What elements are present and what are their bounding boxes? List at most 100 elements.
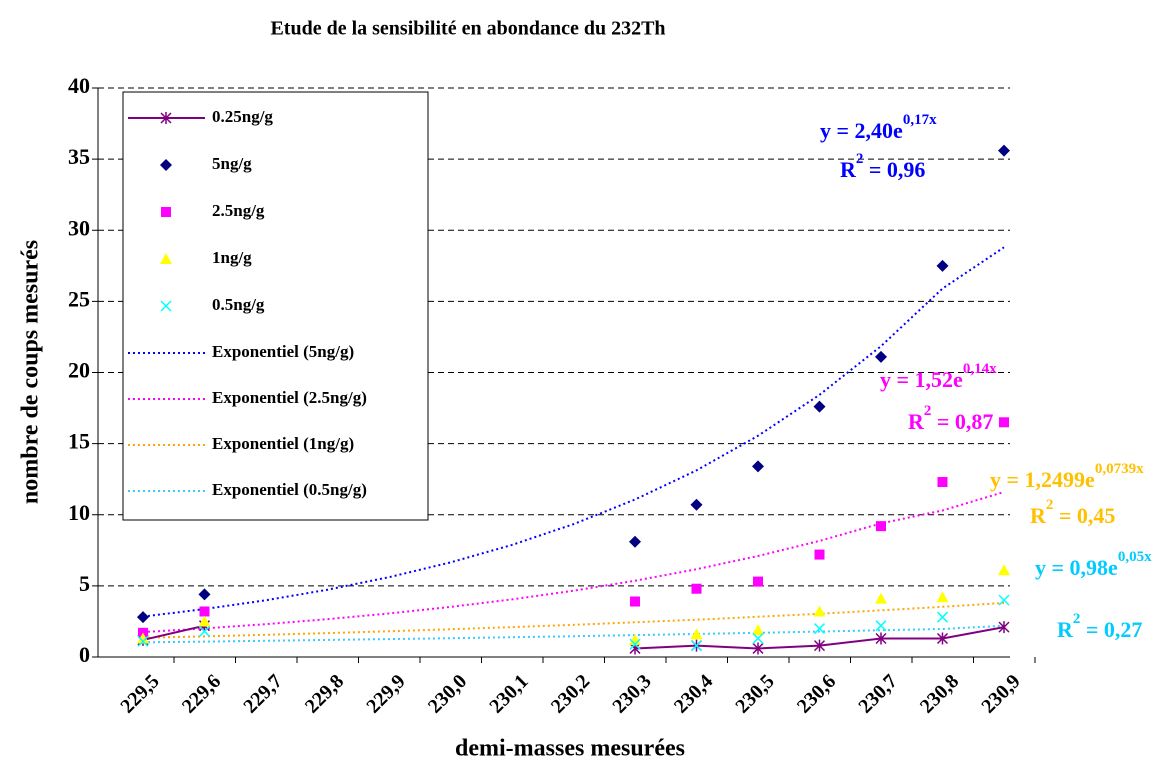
y-tick-label: 5: [79, 571, 90, 596]
annotation: R2 = 0,27: [1057, 611, 1142, 642]
y-tick-label: 25: [68, 286, 90, 311]
annotation-text: R: [840, 157, 857, 182]
annotation: R2 = 0,45: [1030, 497, 1115, 528]
marker: [753, 576, 763, 587]
marker: [630, 596, 640, 607]
marker: [937, 477, 948, 488]
marker: [752, 642, 764, 655]
marker: [690, 628, 703, 640]
marker: [998, 144, 1010, 157]
x-tick-label: 230,0: [424, 670, 471, 717]
marker: [998, 621, 1010, 634]
marker: [137, 632, 149, 644]
marker: [813, 605, 826, 617]
marker: [629, 638, 641, 650]
y-tick-label: 10: [68, 500, 90, 525]
marker: [691, 583, 702, 594]
chart-title: Etude de la sensibilité en abondance du …: [270, 18, 665, 40]
annotation-text: = 0,27: [1080, 617, 1142, 642]
trend-line: [142, 624, 1005, 644]
annotation-text: y = 1,52e: [880, 367, 963, 392]
x-tick-label: 229,6: [178, 670, 225, 717]
x-axis-label: demi-masses mesurées: [455, 736, 685, 762]
marker: [137, 635, 149, 647]
x-tick-label: 230,7: [854, 670, 901, 717]
x-tick-label: 230,1: [485, 670, 532, 717]
y-tick-label: 0: [79, 642, 90, 667]
x-tick-label: 230,6: [793, 670, 840, 717]
x-tick-label: 229,7: [239, 670, 286, 717]
marker: [198, 588, 211, 601]
marker: [875, 350, 887, 363]
y-tick-label: 15: [68, 429, 90, 454]
annotation-exponent: 0,05x: [1118, 549, 1152, 565]
annotation-text: y = 2,40e: [820, 118, 903, 143]
trend-line: [142, 491, 1005, 634]
legend-swatch: [160, 112, 172, 124]
marker: [999, 417, 1009, 428]
marker: [875, 620, 887, 632]
annotation-text: = 0,87: [931, 409, 993, 434]
marker: [752, 460, 764, 473]
annotation: R2 = 0,96: [840, 151, 925, 182]
annotation: y = 1,2499e0,0739x: [990, 461, 1144, 492]
legend-swatch: [160, 300, 172, 312]
marker: [876, 521, 886, 532]
annotation-text: R: [1057, 617, 1074, 642]
y-tick-label: 30: [68, 215, 90, 240]
x-tick-label: 230,8: [916, 670, 963, 717]
legend-label: 0.5ng/g: [212, 295, 265, 314]
annotation-text: = 0,45: [1053, 503, 1115, 528]
y-axis-label: nombre de coups mesurés: [18, 240, 44, 504]
marker: [814, 549, 825, 560]
annotation-text: y = 0,98e: [1035, 555, 1118, 580]
x-tick-label: 230,4: [670, 670, 717, 717]
annotation: y = 0,98e0,05x: [1035, 549, 1152, 580]
marker: [752, 623, 764, 635]
marker: [198, 625, 211, 637]
annotation-exponent: 0,0739x: [1095, 461, 1144, 477]
marker: [936, 259, 949, 272]
legend-label: Exponentiel (5ng/g): [212, 342, 354, 361]
x-tick-label: 230,5: [731, 670, 778, 717]
legend-label: 2.5ng/g: [212, 201, 265, 220]
annotation-exponent: 2: [1046, 497, 1054, 513]
trend-line: [142, 601, 1005, 639]
x-tick-label: 229,9: [362, 670, 409, 717]
y-tick-label: 20: [68, 358, 90, 383]
annotation: R2 = 0,87: [908, 403, 993, 434]
legend-label: 5ng/g: [212, 154, 252, 173]
annotation-exponent: 2: [856, 151, 864, 167]
marker: [199, 606, 210, 617]
marker: [936, 591, 949, 603]
trend-line: [142, 246, 1005, 618]
x-tick-label: 229,5: [116, 670, 163, 717]
x-tick-label: 229,8: [301, 670, 348, 717]
annotation-text: y = 1,2499e: [990, 467, 1095, 492]
legend-label: Exponentiel (1ng/g): [212, 434, 354, 453]
legend: 0.25ng/g 5ng/g 2.5ng/g 1ng/g 0.5ng/g Exponent…: [122, 91, 429, 521]
marker: [813, 623, 826, 635]
legend-label: 0.25ng/g: [212, 107, 273, 126]
legend-label: Exponentiel (2.5ng/g): [212, 388, 367, 407]
annotation-text: R: [908, 409, 925, 434]
marker: [998, 564, 1010, 576]
marker: [998, 594, 1010, 606]
legend-label: Exponentiel (0.5ng/g): [212, 480, 367, 499]
marker: [813, 639, 826, 652]
annotation-text: = 0,96: [863, 157, 925, 182]
x-tick-label: 230,9: [977, 670, 1024, 717]
legend-swatch: [160, 253, 172, 264]
annotation: y = 2,40e0,17x: [820, 112, 937, 143]
marker: [137, 611, 149, 624]
x-tick-label: 230,2: [547, 670, 594, 717]
legend-box: [122, 91, 429, 521]
marker: [198, 615, 211, 627]
x-tick-label: 230,3: [608, 670, 655, 717]
marker: [936, 611, 949, 623]
marker: [813, 400, 826, 413]
annotation-text: R: [1030, 503, 1047, 528]
annotation-exponent: 2: [924, 403, 932, 419]
annotation-exponent: 0,17x: [903, 112, 937, 128]
